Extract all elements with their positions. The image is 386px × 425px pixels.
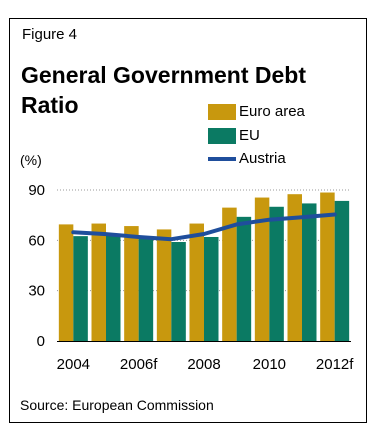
bar-euro-area-2006f bbox=[124, 226, 139, 341]
chart-title-line-1: General Government Debt bbox=[21, 62, 307, 88]
bar-euro-area-2007 bbox=[156, 229, 172, 341]
legend-swatch-euro-area bbox=[208, 104, 236, 120]
legend-item-austria: Austria bbox=[208, 149, 358, 169]
bar-euro-area-2011 bbox=[287, 194, 302, 341]
y-tick-label-60: 60 bbox=[28, 232, 45, 249]
figure-label: Figure 4 bbox=[22, 26, 78, 43]
bar-euro-area-2009 bbox=[222, 207, 237, 341]
legend-label-eu: EU bbox=[239, 127, 260, 144]
y-tick-label-0: 0 bbox=[37, 333, 45, 350]
bar-eu-2011 bbox=[302, 203, 317, 341]
x-tick-label-2010: 2010 bbox=[253, 356, 286, 373]
chart-title: General Government Debt Ratio bbox=[21, 60, 306, 120]
legend-swatch-eu bbox=[208, 128, 236, 144]
bar-eu-2012f bbox=[334, 200, 350, 341]
legend-swatch-austria bbox=[208, 157, 236, 161]
y-tick-label-30: 30 bbox=[28, 283, 45, 300]
bar-euro-area-2010 bbox=[254, 197, 270, 341]
y-tick-label-90: 90 bbox=[28, 182, 45, 199]
bar-euro-area-2004 bbox=[58, 224, 74, 341]
bar-eu-2008 bbox=[204, 236, 219, 341]
x-tick-label-2004: 2004 bbox=[57, 356, 90, 373]
source-note: Source: European Commission bbox=[20, 397, 214, 413]
y-axis-unit-label: (%) bbox=[20, 152, 42, 168]
legend-item-euro-area: Euro area bbox=[208, 102, 358, 122]
bar-eu-2005 bbox=[106, 235, 121, 341]
bar-eu-2007 bbox=[171, 242, 186, 341]
line-series-austria bbox=[71, 212, 337, 242]
legend-label-austria: Austria bbox=[239, 150, 286, 167]
bar-eu-2004 bbox=[73, 236, 88, 341]
bar-euro-area-2008 bbox=[189, 223, 204, 341]
x-tick-label-2012f: 2012f bbox=[316, 356, 354, 373]
legend-label-euro-area: Euro area bbox=[239, 103, 305, 120]
chart-title-line-2: Ratio bbox=[21, 92, 79, 118]
bar-eu-2010 bbox=[269, 206, 284, 341]
bar-eu-2009 bbox=[236, 216, 252, 341]
bar-euro-area-2012f bbox=[320, 192, 335, 341]
legend-item-eu: EU bbox=[208, 126, 358, 146]
x-tick-label-2008: 2008 bbox=[187, 356, 220, 373]
x-tick-label-2006f: 2006f bbox=[120, 356, 158, 373]
bar-euro-area-2005 bbox=[91, 223, 106, 341]
bar-eu-2006f bbox=[138, 237, 154, 341]
